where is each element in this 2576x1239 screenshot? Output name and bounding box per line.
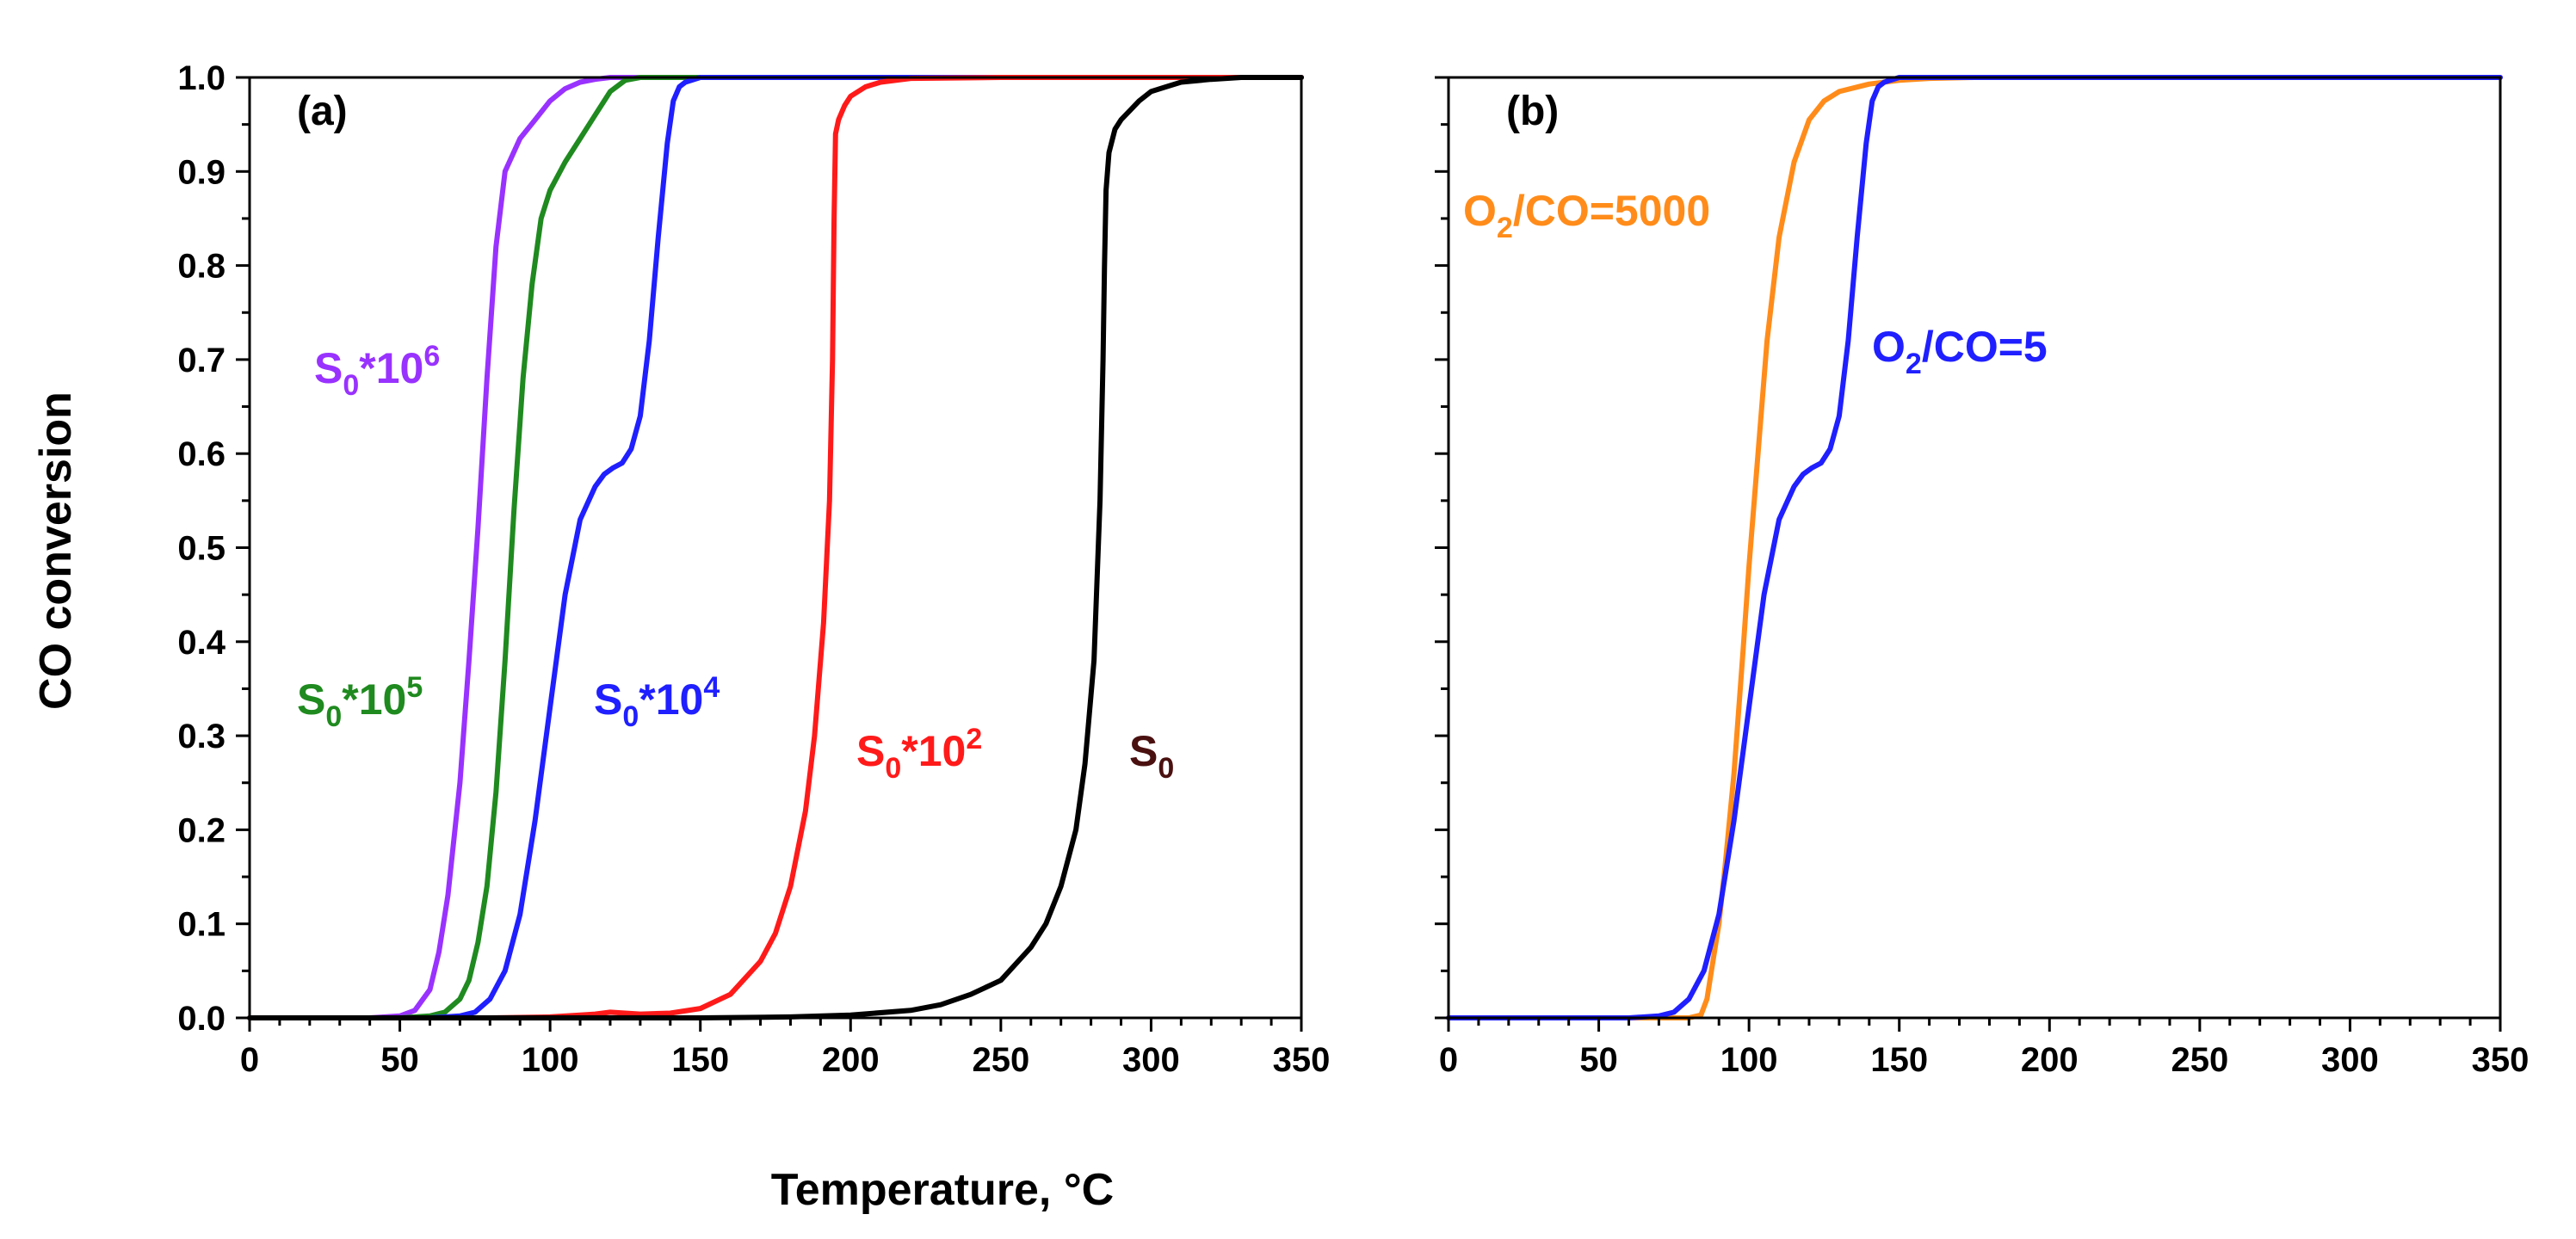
x-tick-label: 200 [2021,1041,2079,1079]
x-tick-label: 300 [2321,1041,2379,1079]
panel-a-ticks: 0 50 100 150 200 250 300 350 0.0 0.1 0.2 0.3 0.4 0.5 0… [177,59,1330,1079]
series-line-0-4 [247,75,1304,1020]
curve-label-0-4: S0 [1129,727,1174,785]
panel-b-label: (b) [1506,89,1559,134]
x-tick-label: 0 [1439,1041,1458,1079]
y-axis-title: CO conversion [31,391,81,710]
panel-b: 0 50 100 150 200 250 300 350 (b) O2/CO=5000O2/C… [1435,75,2530,1079]
panel-b-series [1446,75,2503,1020]
y-tick-label: 0.8 [177,248,225,286]
panel-a-curve-labels: S0*106 S0*105 S0*104 S0*102 S0 [297,340,1174,785]
x-tick-label: 150 [1870,1041,1928,1079]
curve-label-1-0: O2/CO=5000 [1463,187,1710,244]
y-tick-label: 0.0 [177,1000,225,1038]
y-tick-label: 0.7 [177,342,225,379]
panel-a: 0 50 100 150 200 250 300 350 0.0 0.1 0.2 0.3 0.4 0.5 0… [177,59,1330,1079]
y-tick-label: 0.9 [177,153,225,191]
y-tick-label: 0.3 [177,718,225,755]
panel-b-ticks: 0 50 100 150 200 250 300 350 [1435,76,2530,1079]
x-tick-label: 250 [2171,1041,2228,1079]
y-tick-label: 0.4 [177,624,225,662]
x-tick-label: 50 [1579,1041,1618,1079]
y-tick-label: 0.2 [177,811,225,849]
x-tick-label: 50 [380,1041,419,1079]
x-tick-label: 100 [522,1041,579,1079]
curve-label-1-1: O2/CO=5 [1872,323,2048,380]
x-tick-label: 300 [1122,1041,1180,1079]
y-tick-label: 0.5 [177,530,225,568]
series-line-1-1 [1446,75,2503,1020]
y-tick-label: 0.1 [177,906,225,944]
y-tick-label: 1.0 [177,59,225,97]
x-tick-label: 150 [671,1041,729,1079]
x-tick-label: 200 [822,1041,880,1079]
x-axis-title: Temperature, °C [771,1165,1114,1215]
series-line-0-3 [247,75,1304,1020]
y-tick-label: 0.6 [177,435,225,473]
curve-label-0-2: S0*104 [594,671,720,733]
series-line-0-2 [247,75,1304,1020]
panel-a-label: (a) [297,89,348,134]
series-line-0-1 [247,75,1304,1020]
x-tick-label: 250 [972,1041,1029,1079]
panel-b-curve-labels: O2/CO=5000 O2/CO=5 [1463,187,2048,380]
curve-label-0-1: S0*105 [297,671,423,733]
curve-label-0-3: S0*102 [856,723,982,785]
x-tick-label: 350 [1273,1041,1331,1079]
x-tick-label: 350 [2472,1041,2530,1079]
x-tick-label: 0 [240,1041,259,1079]
x-tick-label: 100 [1720,1041,1778,1079]
curve-label-0-0: S0*106 [314,340,440,402]
